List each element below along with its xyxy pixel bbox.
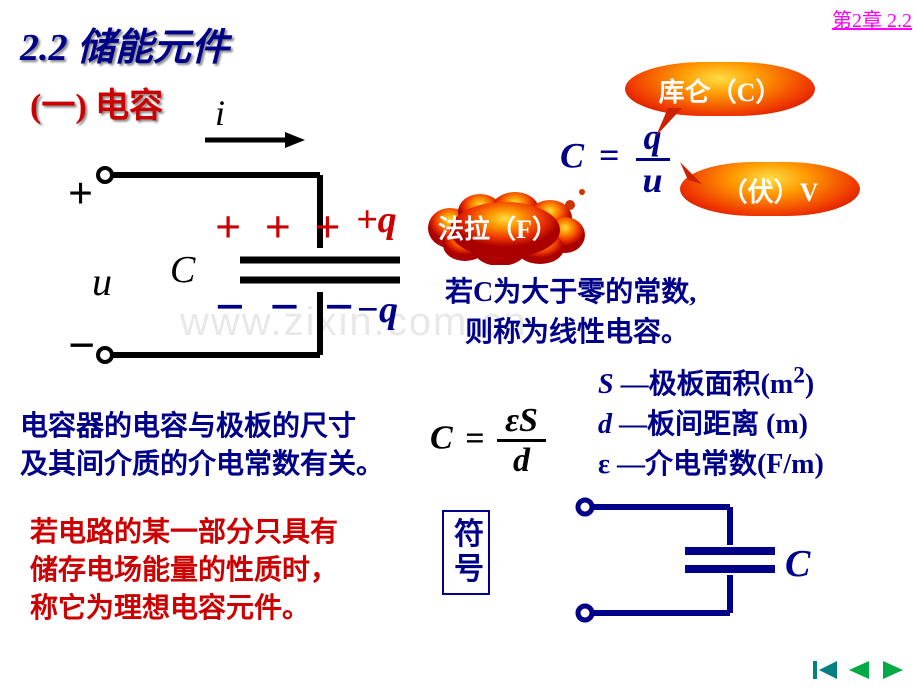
legend-s-sup: 2 — [793, 363, 805, 389]
formula2-c: C — [430, 420, 453, 457]
skip-back-icon — [811, 659, 839, 681]
coulomb-label: 库仑（C） — [643, 72, 797, 109]
next-icon — [879, 659, 907, 681]
linear-cap-text-1: 若C为大于零的常数, — [445, 270, 696, 310]
nav-first-button[interactable] — [810, 658, 840, 682]
page-title: 2.2 储能元件 — [20, 16, 229, 71]
voltage-label: u — [92, 258, 112, 305]
nav-prev-button[interactable] — [844, 658, 874, 682]
callout-connector-dots — [560, 180, 600, 220]
legend-eps-sym: ε — [598, 449, 617, 480]
plus-charge-signs: + + + — [215, 200, 347, 253]
volt-tail-icon — [680, 162, 720, 192]
ideal-cap-text-3: 称它为理想电容元件。 — [30, 586, 310, 626]
plate-text-1: 电容器的电容与极板的尺寸 — [20, 404, 356, 444]
capacitor-symbol-diagram — [550, 485, 810, 635]
farad-label: 法拉（F） — [430, 195, 566, 260]
legend-s-sym: S — [598, 369, 621, 400]
plate-text-2: 及其间介质的介电常数有关。 — [20, 442, 384, 482]
minus-q-label: −q — [356, 288, 398, 332]
plate-formula: C = εS d — [430, 402, 546, 480]
symbol-label: 符号 — [454, 518, 478, 587]
plus-q-label: +q — [356, 198, 397, 242]
formula2-den: d — [505, 442, 538, 479]
ideal-cap-text-2: 储存电场能量的性质时， — [30, 548, 338, 588]
legend-d-sym: d — [598, 409, 619, 440]
minus-charge-signs: − − − — [215, 278, 360, 337]
legend-s-end: ) — [805, 369, 814, 400]
current-label: i — [215, 92, 225, 134]
formula-c: C — [560, 135, 584, 175]
plus-terminal: + — [68, 168, 93, 219]
legend-s-desc: —极板面积(m — [621, 369, 794, 400]
symbol-box: 符号 — [442, 510, 490, 595]
capacitor-label: C — [170, 248, 195, 292]
formula-den: u — [635, 161, 671, 201]
coulomb-tail-icon — [650, 108, 690, 138]
prev-icon — [845, 659, 873, 681]
legend-eps-desc: —介电常数(F/m) — [617, 449, 824, 480]
linear-cap-text-2: 则称为线性电容。 — [465, 310, 689, 350]
minus-terminal: − — [68, 318, 95, 373]
capacitor-symbol-label: C — [785, 542, 810, 586]
formula2-num: εS — [505, 402, 538, 439]
nav-next-button[interactable] — [878, 658, 908, 682]
legend-d: d —板间距离 (m) — [598, 402, 808, 442]
legend-d-desc: —板间距离 (m) — [619, 409, 808, 440]
legend-eps: ε —介电常数(F/m) — [598, 442, 824, 482]
formula-eq: = — [599, 135, 620, 175]
legend-s: S —极板面积(m2) — [598, 362, 814, 402]
chapter-ref-link[interactable]: 第2章 2.2 — [832, 4, 912, 33]
ideal-cap-text-1: 若电路的某一部分只具有 — [30, 510, 338, 550]
formula2-eq: = — [465, 420, 484, 457]
farad-callout: 法拉（F） — [430, 195, 566, 260]
